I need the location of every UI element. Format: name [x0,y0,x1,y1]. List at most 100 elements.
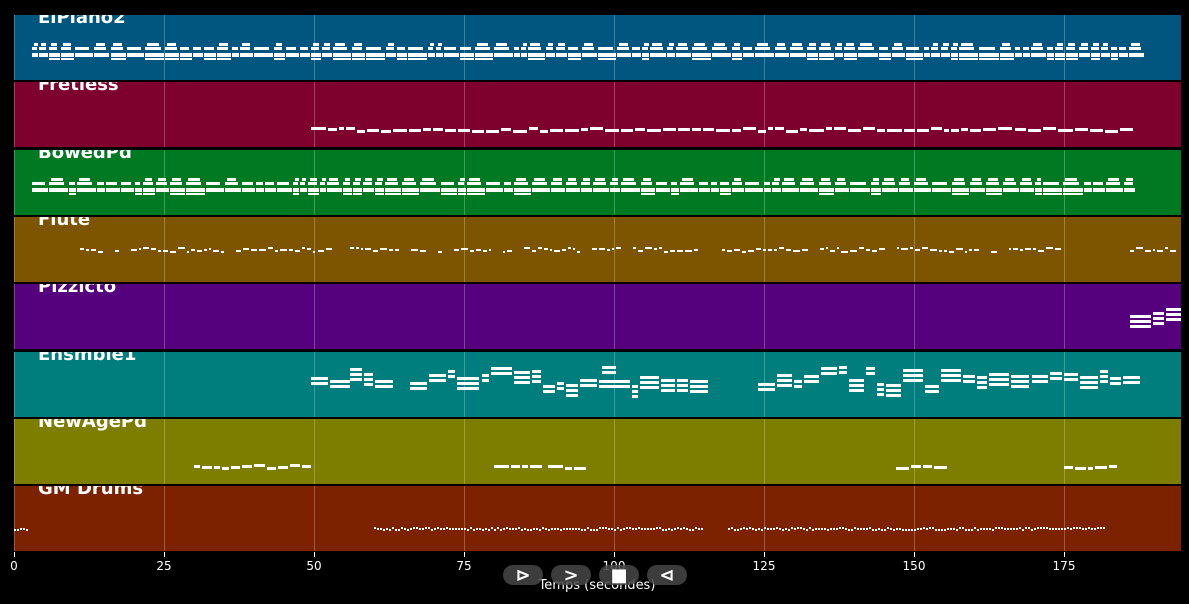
note [469,177,480,181]
note [773,528,775,531]
note [363,372,374,376]
note [793,249,800,252]
note [983,528,985,531]
note [77,181,92,185]
note [690,390,708,394]
note [425,527,427,530]
note [686,528,688,531]
note [457,187,467,192]
note [858,47,874,50]
note [354,177,361,181]
note [1078,47,1088,50]
note [75,47,90,50]
note [622,177,635,181]
note [440,528,442,531]
note [178,246,186,249]
note [563,528,565,531]
note [138,247,141,250]
note [1119,53,1128,57]
note [844,58,858,60]
note [961,43,973,46]
note [602,527,604,530]
note [277,465,288,469]
note [507,249,512,252]
note [551,187,566,192]
note [121,187,134,192]
track-bowedpd[interactable]: BowedPd [14,149,1181,215]
note [1064,528,1066,531]
note [1103,43,1109,46]
note [232,47,238,50]
track-flute[interactable]: Flute [14,216,1181,282]
note [782,529,784,532]
note [407,529,409,532]
note [911,529,913,532]
note [504,187,513,192]
note [849,181,866,185]
x-tick [14,552,15,557]
note [419,528,421,531]
note [720,181,730,185]
note [401,527,403,530]
note [830,249,835,252]
note [644,43,649,46]
note [1024,247,1032,250]
note [504,181,512,185]
track-ensmble1[interactable]: Ensmble1 [14,351,1181,417]
note [494,529,496,532]
note [663,250,669,253]
track-elpiano2[interactable]: ElPiano2 [14,15,1181,80]
note [698,528,700,531]
note [642,47,648,50]
note [656,181,668,185]
note [1025,527,1027,530]
play-button[interactable]: ⊳ [503,565,543,586]
note [713,43,726,46]
note [311,127,326,131]
note [960,128,969,132]
note [870,187,881,192]
note [510,464,520,468]
track-gm-drums[interactable]: GM Drums [14,486,1181,552]
note [20,528,22,531]
note [595,177,605,181]
note [1144,249,1151,252]
note [675,47,689,50]
note [974,527,976,530]
note [566,187,580,192]
note [1110,58,1119,60]
note [742,250,746,253]
note [929,527,931,530]
note [896,528,898,531]
note [617,527,619,530]
track-newagepd[interactable]: NewAgePd [14,418,1181,484]
note [806,529,808,532]
fast-forward-button[interactable]: > [551,565,591,586]
note [401,187,420,192]
note [671,181,678,185]
note [979,47,995,50]
note [573,247,576,250]
note [1063,187,1083,192]
rewind-button[interactable]: ⊲ [647,565,687,586]
note [703,128,715,132]
stop-button[interactable]: ■ [599,565,639,586]
note [660,384,676,388]
grid-line [14,82,15,148]
track-fretless[interactable]: Fretless [14,82,1181,148]
grid-line [314,216,315,282]
note [214,465,221,469]
note [1079,381,1099,385]
note [409,129,421,133]
note [253,53,273,57]
note [485,187,504,192]
note [230,465,240,469]
grid-line [614,82,615,148]
note [110,53,127,57]
note [1080,43,1088,46]
grid-line [614,486,615,552]
note [671,187,679,192]
note [710,181,718,185]
track-pizzicto[interactable]: Pizzicto [14,284,1181,350]
note [51,177,63,181]
